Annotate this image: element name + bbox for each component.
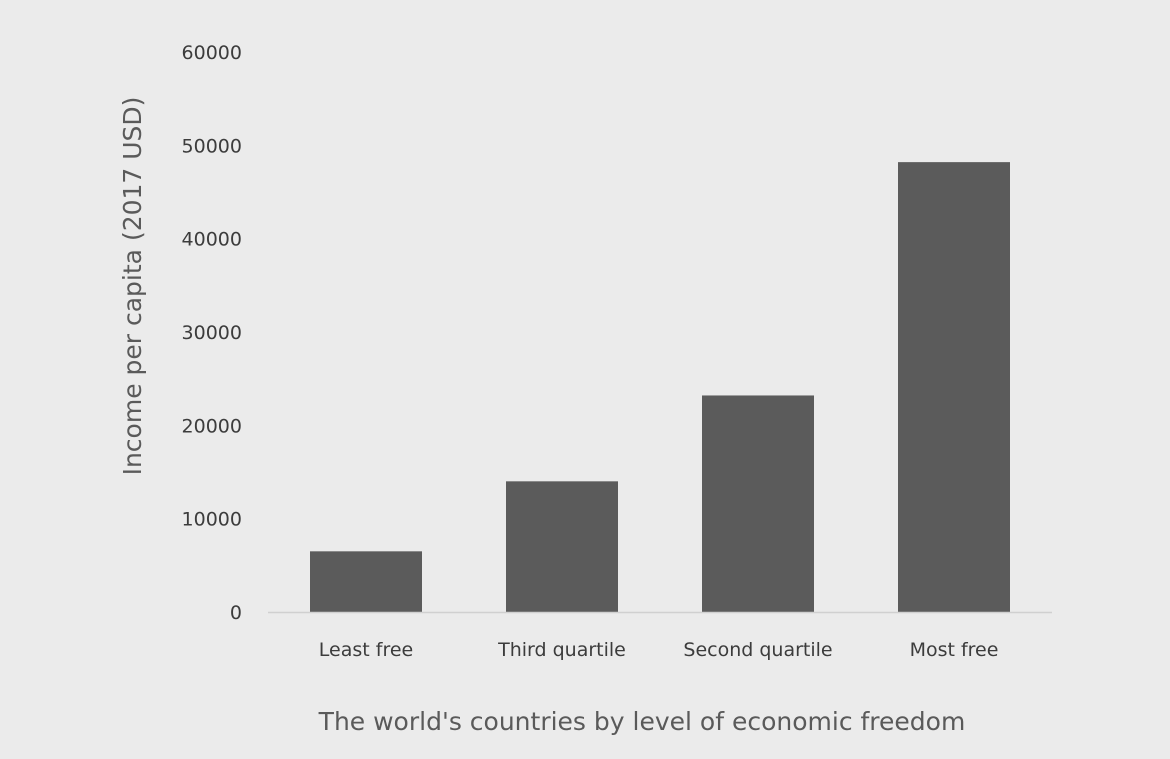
x-tick-label: Third quartile (497, 639, 626, 661)
bar-third-quartile (506, 481, 618, 612)
x-tick-label: Least free (319, 639, 413, 661)
bar-second-quartile (702, 395, 814, 612)
y-tick-label: 40000 (182, 229, 242, 251)
x-tick-label: Second quartile (683, 639, 832, 661)
y-tick-label: 30000 (182, 322, 242, 344)
x-tick-label: Most free (910, 639, 999, 661)
x-axis-title: The world's countries by level of econom… (318, 707, 966, 736)
y-tick-label: 0 (230, 602, 242, 624)
bars (310, 162, 1010, 612)
bar-most-free (898, 162, 1010, 612)
y-tick-label: 20000 (182, 415, 242, 437)
y-axis-ticks: 0 10000 20000 30000 40000 50000 60000 (182, 42, 242, 624)
y-tick-label: 10000 (182, 509, 242, 531)
y-tick-label: 60000 (182, 42, 242, 64)
bar-least-free (310, 551, 422, 612)
y-axis-title: Income per capita (2017 USD) (118, 97, 147, 476)
y-tick-label: 50000 (182, 135, 242, 157)
x-axis-ticks: Least free Third quartile Second quartile M… (319, 639, 999, 661)
